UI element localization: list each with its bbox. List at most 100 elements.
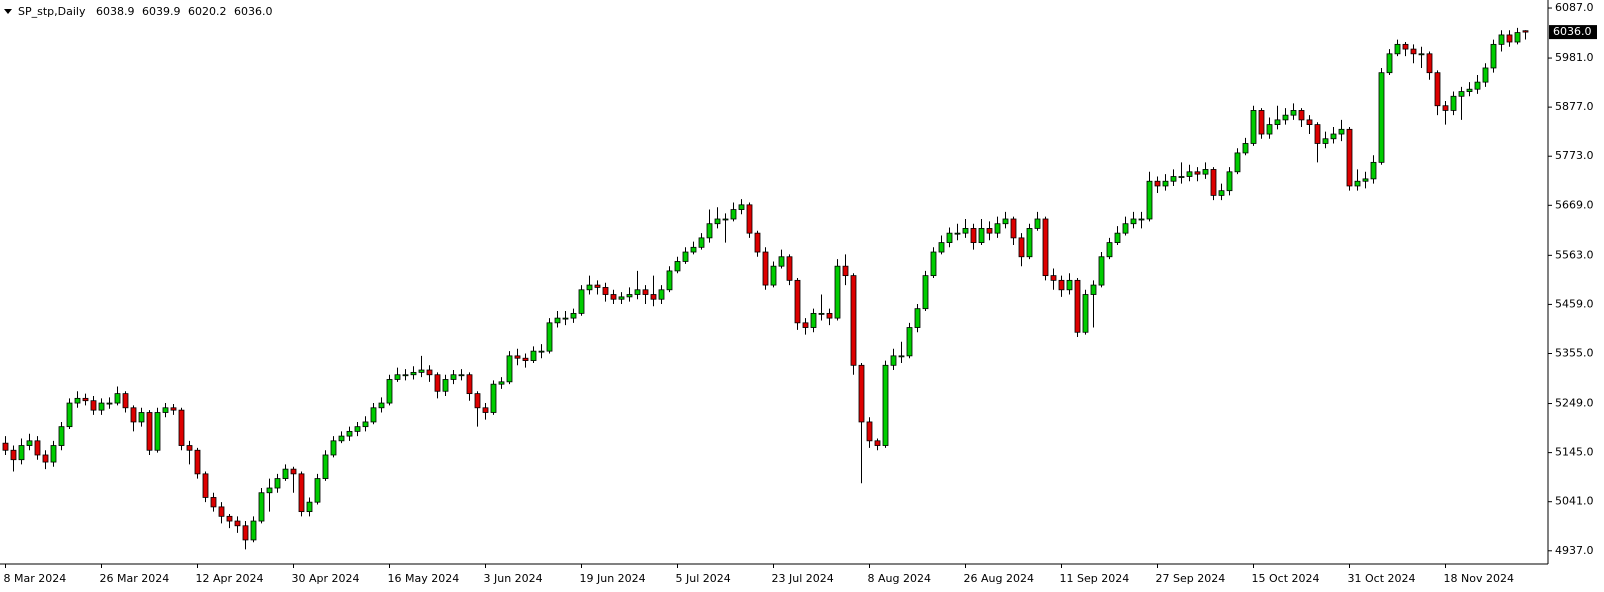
candle-body xyxy=(298,473,305,513)
x-tick-label: 18 Nov 2024 xyxy=(1444,572,1514,585)
candle-body xyxy=(1162,180,1169,187)
candle-body xyxy=(410,371,417,376)
candle-body xyxy=(754,232,761,253)
y-tick-label: 5249.0 xyxy=(1555,397,1594,410)
candle-body xyxy=(778,256,785,267)
candle-body xyxy=(850,275,857,366)
candle-body xyxy=(458,374,465,377)
candle-body xyxy=(1314,124,1321,144)
x-tick-label: 3 Jun 2024 xyxy=(484,572,543,585)
candle-body xyxy=(482,407,489,413)
candle-body xyxy=(58,426,65,446)
candle-body xyxy=(1378,72,1385,163)
candle-body xyxy=(1258,110,1265,135)
candle-body xyxy=(1338,128,1345,135)
x-tick-label: 19 Jun 2024 xyxy=(580,572,646,585)
candle-body xyxy=(1250,110,1257,144)
candle-body xyxy=(514,355,521,359)
ohlc-low: 6020.2 xyxy=(188,5,227,18)
y-tick-label: 6087.0 xyxy=(1555,1,1594,14)
x-tick-label: 26 Mar 2024 xyxy=(100,572,170,585)
candle-body xyxy=(618,296,625,300)
candle-body xyxy=(562,317,569,320)
y-tick-label: 5459.0 xyxy=(1555,297,1594,310)
candle-body xyxy=(1426,53,1433,74)
x-tick-label: 30 Apr 2024 xyxy=(292,572,360,585)
candle-body xyxy=(698,237,705,248)
candle-body xyxy=(1050,275,1057,281)
candle-body xyxy=(690,246,697,253)
candle-body xyxy=(986,228,993,234)
candle-body xyxy=(122,393,129,409)
x-tick-label: 5 Jul 2024 xyxy=(676,572,731,585)
candle-body xyxy=(594,284,601,288)
candle-body xyxy=(1474,81,1481,90)
candle-body xyxy=(10,449,17,461)
candle-body xyxy=(1074,279,1081,333)
candle-body xyxy=(538,350,545,353)
candle-body xyxy=(762,251,769,286)
candle-body xyxy=(674,261,681,272)
candle-body xyxy=(314,478,321,503)
candle-body xyxy=(994,223,1001,234)
candle-body xyxy=(874,440,881,446)
candle-body xyxy=(610,294,617,300)
candle-body xyxy=(1282,114,1289,121)
candle-body xyxy=(418,369,425,373)
candle-body xyxy=(1442,105,1449,111)
candle-body xyxy=(82,397,89,402)
candle-body xyxy=(1418,53,1425,56)
candle-body xyxy=(634,289,641,295)
candle-body xyxy=(290,468,297,475)
candle-body xyxy=(218,506,225,517)
candle-body xyxy=(1146,180,1153,220)
candle-body xyxy=(506,355,513,383)
candle-body xyxy=(914,308,921,328)
candle-body xyxy=(138,412,145,423)
candle-body xyxy=(1034,218,1041,229)
candle-body xyxy=(898,355,905,358)
candle-body xyxy=(642,289,649,295)
y-tick-label: 5355.0 xyxy=(1555,347,1594,360)
candle-body xyxy=(346,430,353,437)
candle-body xyxy=(1010,218,1017,239)
candle-body xyxy=(1026,228,1033,258)
menu-triangle xyxy=(4,9,12,14)
candle-body xyxy=(1042,218,1049,277)
candle-body xyxy=(322,454,329,479)
candle-body xyxy=(306,501,313,513)
candle-body xyxy=(178,409,185,446)
candle-body xyxy=(882,364,889,446)
candle-body xyxy=(1522,30,1529,33)
candle-body xyxy=(978,228,985,243)
y-tick-label: 5669.0 xyxy=(1555,198,1594,211)
candle-body xyxy=(786,256,793,281)
candle-body xyxy=(210,497,217,508)
candle-body xyxy=(522,357,529,361)
chart-title: SP_stp,Daily xyxy=(18,5,86,18)
candle-body xyxy=(154,412,161,451)
ohlc-high: 6039.9 xyxy=(142,5,181,18)
candle-body xyxy=(930,251,937,277)
candle-body xyxy=(570,312,577,319)
x-tick-label: 26 Aug 2024 xyxy=(964,572,1034,585)
candle-body xyxy=(626,294,633,298)
candle-body xyxy=(26,440,33,446)
candle-body xyxy=(434,374,441,392)
candle-body xyxy=(1138,218,1145,221)
candle-body xyxy=(666,270,673,291)
y-tick-label: 5877.0 xyxy=(1555,100,1594,113)
candle-body xyxy=(1274,119,1281,125)
candle-body xyxy=(1130,218,1137,225)
candle-body xyxy=(1306,119,1313,125)
candle-body xyxy=(170,407,177,411)
candle-body xyxy=(362,421,369,428)
y-tick-label: 5981.0 xyxy=(1555,51,1594,64)
ohlc-close: 6036.0 xyxy=(234,5,273,18)
candle-body xyxy=(954,232,961,235)
candle-body xyxy=(1066,279,1073,291)
candle-body xyxy=(890,355,897,366)
candle-body xyxy=(818,312,825,315)
candle-body xyxy=(394,374,401,380)
candle-body xyxy=(866,421,873,442)
